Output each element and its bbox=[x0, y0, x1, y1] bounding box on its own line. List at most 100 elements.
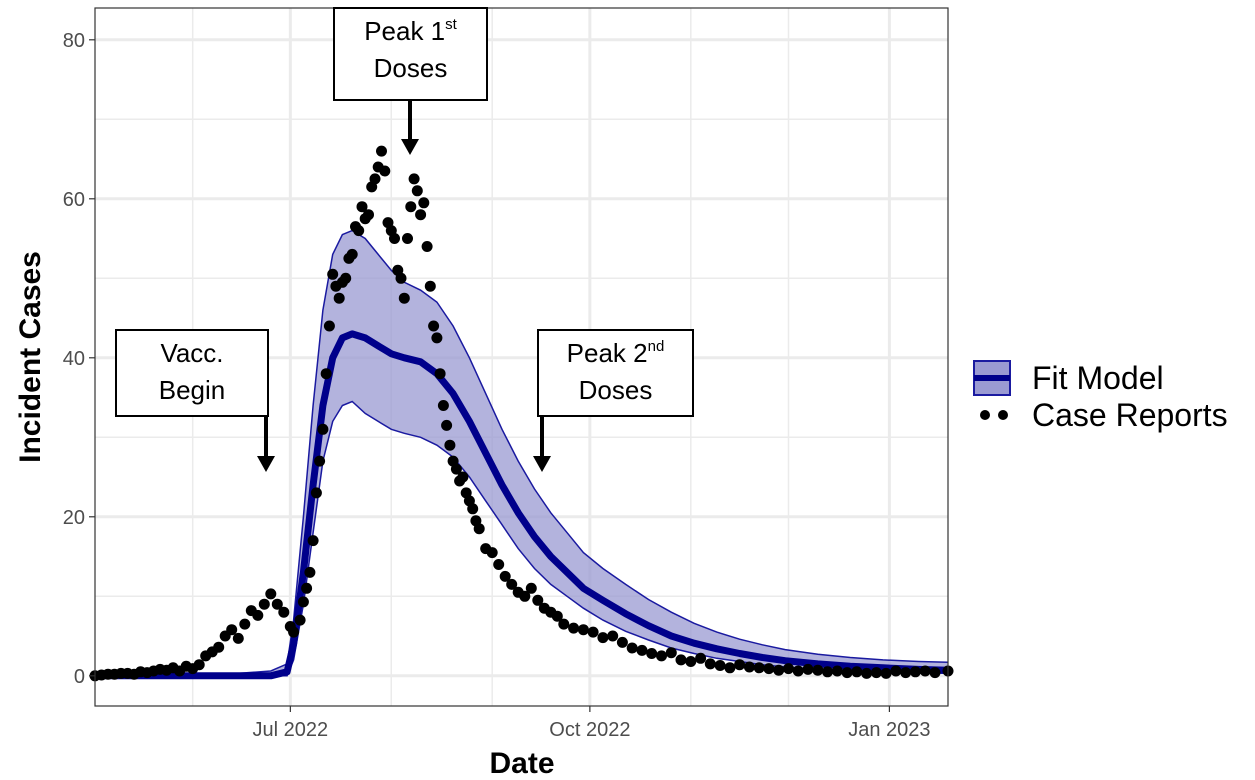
case-report-point bbox=[724, 662, 736, 674]
case-report-point bbox=[428, 320, 440, 332]
legend-key-fit-model bbox=[973, 360, 1011, 396]
case-report-point bbox=[424, 280, 436, 292]
annotation-text-main: Peak 2 bbox=[567, 338, 648, 368]
case-report-point bbox=[408, 173, 420, 185]
case-report-point bbox=[616, 636, 628, 648]
case-report-point bbox=[753, 662, 765, 674]
case-report-point bbox=[783, 663, 794, 675]
annotation-arrow-head bbox=[401, 139, 419, 155]
case-report-point bbox=[193, 659, 205, 671]
case-report-point bbox=[363, 209, 374, 221]
x-axis-title: Date bbox=[489, 747, 554, 780]
legend: Fit Model Case Reports bbox=[973, 360, 1228, 433]
case-report-point bbox=[734, 659, 746, 671]
fit-model-ci-upper-edge bbox=[94, 229, 949, 675]
case-report-point bbox=[232, 632, 244, 644]
y-tick-label: 40 bbox=[63, 348, 85, 370]
case-report-point bbox=[597, 632, 609, 644]
case-report-point bbox=[437, 400, 449, 411]
case-report-point bbox=[626, 642, 638, 654]
annotation-superscript: st bbox=[445, 16, 458, 33]
case-report-point bbox=[714, 660, 726, 671]
case-report-point bbox=[340, 272, 352, 284]
case-report-point bbox=[841, 667, 853, 679]
case-report-point bbox=[486, 547, 498, 559]
case-report-point bbox=[467, 503, 479, 515]
case-report-point bbox=[395, 272, 407, 284]
case-report-point bbox=[607, 630, 619, 642]
case-report-point bbox=[831, 665, 843, 677]
legend-point-swatch bbox=[980, 410, 990, 420]
x-tick-label: Jan 2023 bbox=[848, 719, 930, 741]
annotation-text: Peak 1st bbox=[364, 16, 457, 46]
legend-point-swatch bbox=[998, 410, 1008, 420]
case-report-point bbox=[327, 268, 339, 280]
case-report-point bbox=[431, 332, 443, 344]
y-tick-label: 60 bbox=[63, 189, 85, 211]
annotation-text: Begin bbox=[159, 375, 226, 405]
annotation-arrow-head bbox=[257, 456, 275, 472]
y-tick-label: 0 bbox=[74, 666, 85, 688]
case-report-point bbox=[294, 614, 306, 626]
case-report-point bbox=[415, 209, 427, 221]
case-report-point bbox=[346, 248, 358, 260]
y-tick-label: 20 bbox=[63, 507, 85, 529]
y-axis-title: Incident Cases bbox=[14, 251, 47, 463]
case-report-point bbox=[307, 535, 319, 547]
case-report-point bbox=[636, 644, 648, 656]
annotation-vacc-begin: Vacc. Begin bbox=[115, 329, 275, 472]
case-report-point bbox=[226, 624, 238, 636]
y-tick-label: 80 bbox=[63, 30, 85, 52]
case-report-point bbox=[822, 666, 833, 678]
axes: 0 20 40 60 80 Jul 2022 Oct 2022 Jan 2023 bbox=[63, 30, 931, 741]
case-report-point bbox=[900, 667, 912, 679]
case-report-point bbox=[656, 650, 667, 662]
case-report-point bbox=[213, 641, 225, 653]
case-report-point bbox=[851, 666, 863, 678]
annotation-box bbox=[333, 7, 488, 101]
case-report-point bbox=[558, 618, 570, 630]
case-report-point bbox=[441, 419, 453, 431]
case-report-point bbox=[919, 665, 931, 677]
case-report-point bbox=[405, 201, 417, 213]
legend-label-case-reports: Case Reports bbox=[1032, 397, 1228, 433]
case-report-point bbox=[353, 225, 365, 237]
case-report-point bbox=[434, 368, 446, 380]
case-report-point bbox=[444, 439, 456, 451]
case-report-point bbox=[861, 667, 873, 679]
case-report-point bbox=[258, 598, 270, 610]
case-report-point bbox=[519, 590, 531, 602]
case-report-point bbox=[812, 664, 824, 676]
case-report-point bbox=[389, 233, 400, 244]
case-report-point bbox=[695, 652, 707, 664]
case-report-point bbox=[418, 197, 430, 209]
case-report-point bbox=[532, 594, 544, 606]
case-report-point bbox=[333, 292, 345, 304]
case-report-point bbox=[421, 241, 433, 252]
case-report-point bbox=[929, 667, 941, 679]
case-report-point bbox=[314, 455, 326, 467]
annotation-text: Doses bbox=[579, 375, 653, 405]
case-report-point bbox=[239, 618, 251, 630]
case-report-point bbox=[473, 523, 485, 535]
case-report-point bbox=[288, 626, 300, 638]
annotation-text: Vacc. bbox=[160, 338, 223, 368]
annotations: Vacc. Begin Peak 1st Doses Peak 2nd Doses bbox=[115, 7, 694, 472]
legend-key-case-reports bbox=[980, 410, 1008, 420]
case-report-point bbox=[356, 201, 368, 213]
case-report-point bbox=[317, 423, 329, 435]
case-report-point bbox=[271, 598, 283, 610]
case-report-point bbox=[252, 609, 264, 621]
case-report-point bbox=[675, 654, 687, 666]
case-report-point bbox=[369, 173, 381, 185]
case-report-point bbox=[310, 487, 322, 499]
x-tick-label: Jul 2022 bbox=[253, 719, 329, 741]
annotation-arrow-head bbox=[533, 456, 551, 472]
annotation-text-main: Peak 1 bbox=[364, 16, 445, 46]
case-report-point bbox=[665, 647, 677, 659]
case-report-point bbox=[870, 667, 882, 679]
annotation-peak-1st: Peak 1st Doses bbox=[333, 7, 488, 155]
case-report-point bbox=[301, 582, 313, 594]
case-report-point bbox=[802, 663, 814, 675]
case-report-point bbox=[376, 145, 387, 157]
